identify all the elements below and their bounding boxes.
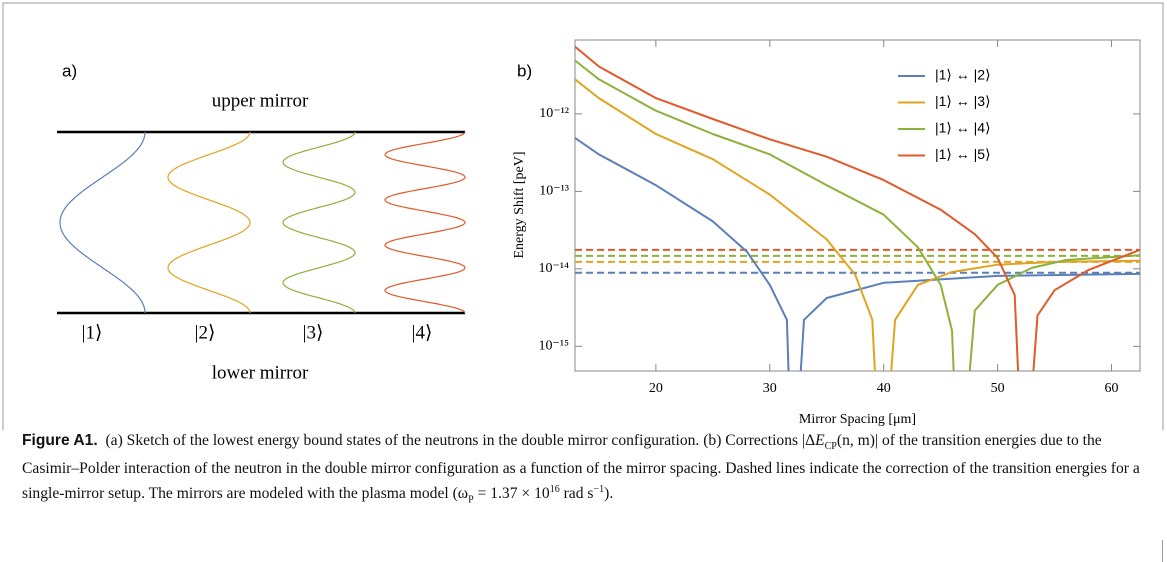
- caption-text: (n, m)| of the transition energies due t…: [22, 432, 1140, 503]
- legend-label: |1⟩ ↔ |2⟩: [935, 67, 991, 83]
- caption-subscript: P: [468, 494, 474, 506]
- caption-text: E: [815, 432, 825, 449]
- caption-text: rad s: [559, 485, 594, 503]
- panel-a: a) upper mirror lower mirror |1⟩ |2⟩ |3⟩ |4…: [57, 61, 466, 383]
- panel-label: b): [517, 61, 532, 80]
- y-tick-label: 10⁻¹³: [539, 184, 569, 199]
- lower-mirror-label: lower mirror: [212, 362, 309, 383]
- series-line: [575, 137, 1140, 371]
- frame-stub: [1162, 540, 1163, 562]
- state-label: |2⟩: [195, 322, 216, 343]
- series-line: [575, 78, 1140, 371]
- series-line: [575, 45, 1140, 371]
- y-tick-label: 10⁻¹⁴: [539, 261, 570, 276]
- caption: Figure A1. (a) Sketch of the lowest ener…: [22, 430, 1147, 511]
- caption-text: ).: [604, 485, 614, 503]
- caption-superscript: 16: [549, 484, 560, 496]
- caption-text: (a) Sketch of the lowest energy bound st…: [105, 432, 816, 449]
- plot-frame: [574, 39, 1141, 372]
- legend-label: |1⟩ ↔ |4⟩: [935, 120, 991, 136]
- state-label: |1⟩: [82, 322, 103, 343]
- series-line: [575, 59, 1140, 371]
- caption-subscript: CP: [824, 441, 837, 453]
- y-tick-label: 10⁻¹⁵: [539, 339, 570, 354]
- caption-label: Figure A1.: [22, 432, 98, 449]
- state-label: |4⟩: [412, 322, 433, 343]
- x-tick-label: 40: [877, 381, 891, 396]
- wavefunction: [59, 132, 146, 313]
- caption-superscript: −1: [593, 484, 605, 496]
- wavefunction: [384, 131, 466, 314]
- y-tick-label: 10⁻¹²: [539, 106, 569, 121]
- x-axis-label: Mirror Spacing [μm]: [799, 412, 916, 427]
- x-tick-label: 30: [763, 381, 777, 396]
- legend-label: |1⟩ ↔ |5⟩: [935, 146, 991, 162]
- panel-b: b) 20 30 40 50 60 10⁻¹² 10⁻¹³ 10⁻¹⁴ 10⁻¹⁵ Mirror S…: [512, 39, 1141, 427]
- legend-label: |1⟩ ↔ |3⟩: [935, 93, 991, 109]
- state-label: |3⟩: [303, 322, 324, 343]
- panel-label: a): [62, 61, 77, 80]
- x-tick-label: 50: [991, 381, 1005, 396]
- figure-frame: [2, 2, 1164, 430]
- plot-area: [575, 45, 1140, 371]
- y-axis-label: Energy Shift [peV]: [512, 151, 527, 258]
- wavefunction: [167, 131, 251, 314]
- upper-mirror-label: upper mirror: [212, 90, 309, 111]
- x-tick-label: 60: [1105, 381, 1119, 396]
- caption-text: = 1.37 × 10: [473, 485, 550, 503]
- x-tick-label: 20: [649, 381, 663, 396]
- figure: a) upper mirror lower mirror |1⟩ |2⟩ |3⟩ |4…: [2, 2, 1164, 430]
- wavefunction: [282, 131, 356, 314]
